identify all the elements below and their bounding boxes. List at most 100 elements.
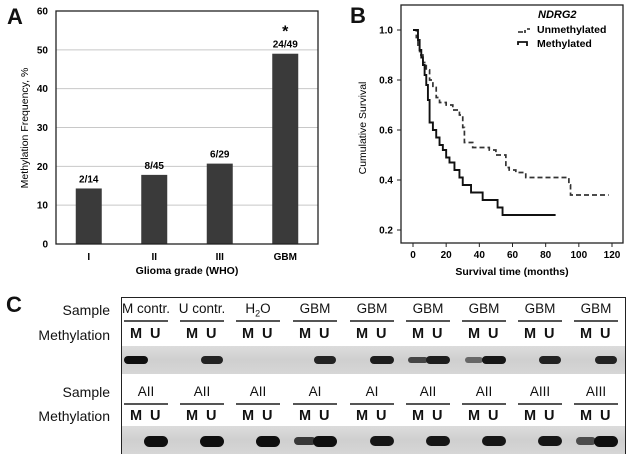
y-tick-label: 40 xyxy=(37,84,49,95)
lane-label-m: M xyxy=(468,326,481,342)
sample-label: GBM xyxy=(299,301,331,316)
bar xyxy=(141,174,168,244)
gel-band-u xyxy=(538,356,562,364)
sample-label: GBM xyxy=(524,301,556,316)
survival-curve-methylated xyxy=(413,29,556,216)
sample-underline xyxy=(574,320,618,322)
gel-band-u xyxy=(256,435,280,447)
gel-band-u xyxy=(426,435,450,447)
sample-label: M contr. xyxy=(121,301,170,316)
y-tick-label: 20 xyxy=(37,162,49,173)
legend-entry-unmethylated: Unmethylated xyxy=(537,24,606,36)
gel-band-u xyxy=(426,356,450,364)
sample-underline xyxy=(518,320,562,322)
sample-label: GBM xyxy=(580,301,612,316)
plot-frame xyxy=(55,10,319,245)
gel-band-m xyxy=(124,356,148,364)
bar-data-label: 8/45 xyxy=(145,161,165,172)
lane-label-m: M xyxy=(468,408,481,424)
gel-band-m xyxy=(464,357,484,363)
sample-underline xyxy=(293,403,337,405)
survival-chart: 0.2 0.4 0.6 0.8 1.0 0 20 40 60 80 100 120 Survival… xyxy=(357,4,624,278)
lane-label-m: M xyxy=(130,408,143,424)
x-tick-label: III xyxy=(216,252,225,263)
lane-label-m: M xyxy=(580,326,593,342)
gel-band-u xyxy=(200,356,224,364)
gel-band-u xyxy=(370,356,394,364)
gel-band-u xyxy=(538,435,562,447)
x-axis-title: Survival time (months) xyxy=(455,266,568,278)
bar xyxy=(75,188,102,244)
sample-label: GBM xyxy=(356,301,388,316)
lane-label-u: U xyxy=(376,408,387,424)
sample-label: AII xyxy=(249,384,267,399)
bar xyxy=(206,163,233,244)
bar-data-label: 2/14 xyxy=(79,174,99,185)
lane-label-m: M xyxy=(524,326,537,342)
x-tick-label: 80 xyxy=(540,250,552,261)
lane-label-m: M xyxy=(356,408,369,424)
legend-title: NDRG2 xyxy=(538,9,577,21)
gel-band-u xyxy=(144,435,168,447)
lane-label-u: U xyxy=(600,326,611,342)
sample-underline xyxy=(574,403,618,405)
lane-label-u: U xyxy=(432,326,443,342)
lane-label-m: M xyxy=(299,408,312,424)
y-tick-label: 50 xyxy=(37,45,49,56)
sample-underline xyxy=(462,403,506,405)
sample-label: GBM xyxy=(468,301,500,316)
sample-label: AI xyxy=(308,384,322,399)
y-tick-label: 60 xyxy=(37,7,49,18)
lane-label-m: M xyxy=(242,408,255,424)
lane-label-u: U xyxy=(319,326,330,342)
lane-label-u: U xyxy=(544,326,555,342)
y-tick-label: 30 xyxy=(37,123,49,134)
lane-label-m: M xyxy=(242,326,255,342)
row-label-methylation-bottom: Methylation xyxy=(38,408,110,424)
sample-underline xyxy=(518,403,562,405)
lane-label-u: U xyxy=(488,326,499,342)
lane-label-m: M xyxy=(299,326,312,342)
gel-band-u xyxy=(370,435,394,447)
gel-band-m xyxy=(407,356,429,364)
panel-label-b: B xyxy=(350,3,366,28)
lane-label-m: M xyxy=(580,408,593,424)
lane-label-u: U xyxy=(150,408,161,424)
x-axis-title: Glioma grade (WHO) xyxy=(136,265,239,277)
sample-label: U contr. xyxy=(178,301,226,316)
panel-label-c: C xyxy=(6,292,22,317)
bar-data-label: 6/29 xyxy=(210,150,230,161)
legend-entry-methylated: Methylated xyxy=(537,38,592,50)
sample-underline xyxy=(350,320,394,322)
y-tick-label: 1.0 xyxy=(379,26,393,37)
sample-underline xyxy=(180,403,224,405)
sample-underline xyxy=(124,320,168,322)
lane-label-u: U xyxy=(319,408,330,424)
gel-band-u xyxy=(200,435,224,447)
lane-label-u: U xyxy=(376,326,387,342)
sample-underline xyxy=(180,320,224,322)
y-tick-label: 0.4 xyxy=(379,176,393,187)
sample-label: AII xyxy=(419,384,437,399)
x-tick-label: 120 xyxy=(604,250,621,261)
y-axis-title: Methylation Frequency, % xyxy=(19,68,31,189)
sample-label: H2O xyxy=(245,301,271,319)
sample-underline xyxy=(124,403,168,405)
sample-label: AII xyxy=(193,384,211,399)
y-tick-label: 0.8 xyxy=(379,76,393,87)
gel-band-u xyxy=(313,356,337,364)
legend-dashed-line-icon xyxy=(518,28,530,33)
lane-label-u: U xyxy=(150,326,161,342)
sample-underline xyxy=(406,320,450,322)
lane-label-u: U xyxy=(600,408,611,424)
row-label-methylation-top: Methylation xyxy=(38,327,110,343)
sample-label: AII xyxy=(137,384,155,399)
sample-underline xyxy=(236,403,280,405)
lane-label-u: U xyxy=(206,326,217,342)
lane-label-m: M xyxy=(130,326,143,342)
gel-band-u xyxy=(482,435,506,447)
x-tick-label: GBM xyxy=(274,252,297,263)
lane-label-u: U xyxy=(262,326,273,342)
sample-label: AIII xyxy=(529,384,551,399)
y-tick-label: 10 xyxy=(37,201,49,212)
